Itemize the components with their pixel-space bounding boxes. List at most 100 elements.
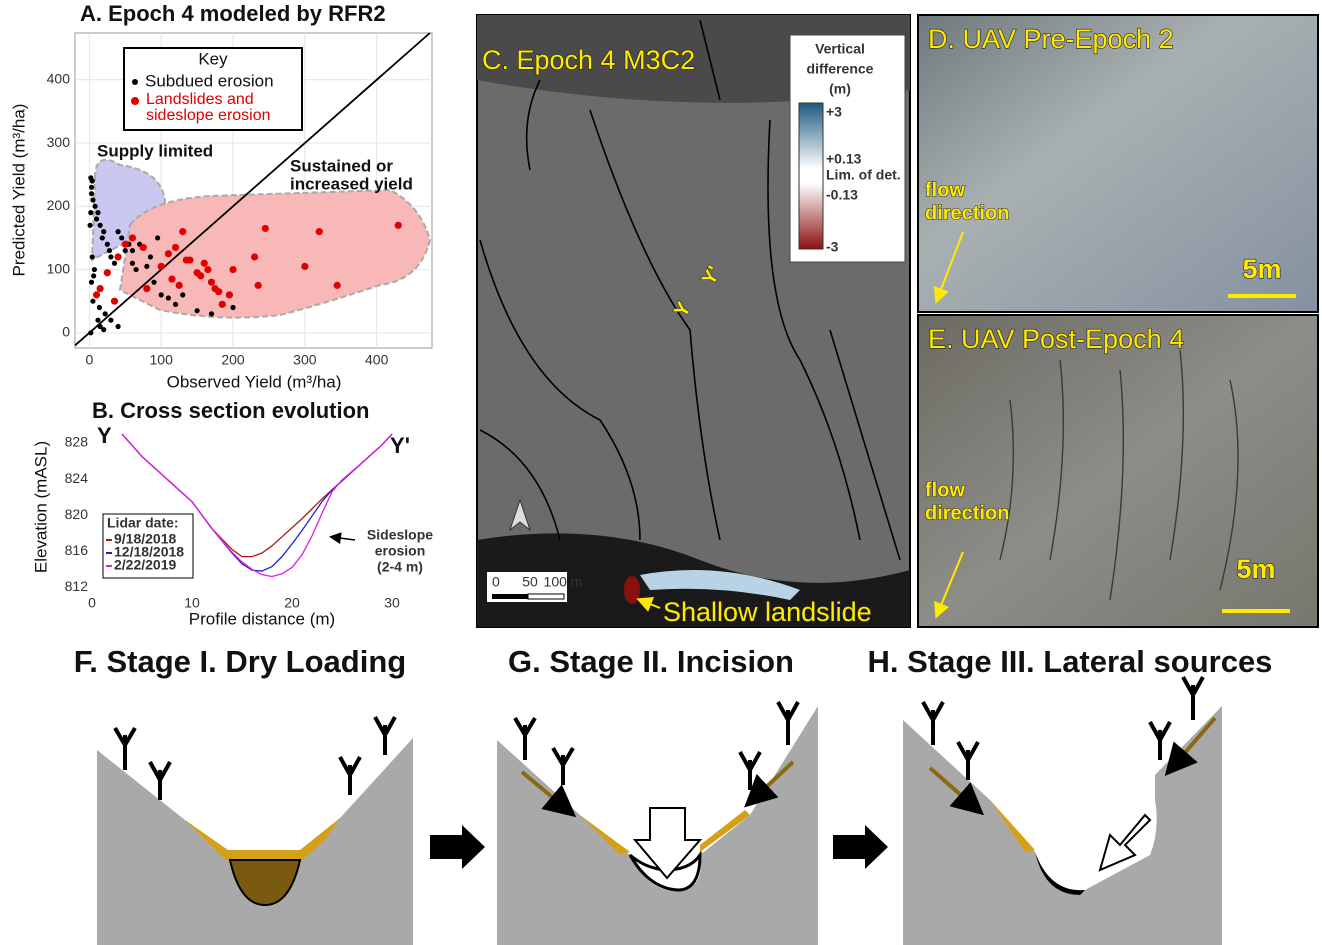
point — [89, 191, 94, 196]
label: erosion — [375, 543, 426, 559]
point — [119, 235, 124, 240]
label: 300 — [293, 352, 317, 368]
label: Y' — [390, 433, 410, 458]
label: direction — [925, 202, 1009, 224]
label: Predicted Yield (m³/ha) — [9, 104, 28, 277]
point — [165, 250, 172, 257]
label: 828 — [65, 434, 89, 450]
point — [97, 285, 104, 292]
scale-bar — [1222, 609, 1290, 613]
point — [130, 261, 135, 266]
label: 0 — [62, 324, 70, 340]
point — [129, 234, 136, 241]
point — [144, 264, 149, 269]
point — [334, 282, 341, 289]
label: +0.13 — [826, 151, 862, 167]
point — [262, 225, 269, 232]
point — [108, 254, 113, 259]
label: 400 — [47, 71, 71, 87]
point — [112, 261, 117, 266]
point — [90, 178, 95, 183]
label: C. Epoch 4 M3C2 — [482, 45, 695, 75]
point — [90, 197, 95, 202]
point — [100, 235, 105, 240]
point — [95, 210, 100, 215]
point — [301, 263, 308, 270]
point — [197, 272, 204, 279]
point — [180, 292, 185, 297]
point — [115, 229, 120, 234]
label: Lidar date: — [107, 515, 179, 531]
stage-h — [903, 677, 1222, 945]
point — [88, 330, 93, 335]
label: D. UAV Pre-Epoch 2 — [928, 24, 1174, 54]
page: {"chart_data":[ {"type":"scatter","title… — [0, 0, 1322, 945]
point — [173, 302, 178, 307]
annotation-arrow — [332, 537, 355, 540]
point — [230, 305, 235, 310]
stage-f — [97, 717, 413, 945]
point — [114, 253, 121, 260]
point — [158, 263, 165, 270]
point — [143, 285, 150, 292]
point — [93, 204, 98, 209]
label: 400 — [365, 352, 389, 368]
label: 50 — [522, 574, 538, 590]
label: increased yield — [290, 174, 413, 193]
label: 100 — [150, 352, 174, 368]
label: (m) — [829, 81, 851, 97]
label: Supply limited — [97, 141, 213, 160]
point — [103, 311, 108, 316]
point — [133, 267, 138, 272]
scale-bar — [1228, 294, 1296, 298]
label: B. Cross section evolution — [92, 398, 370, 423]
point — [251, 253, 258, 260]
label: E. UAV Post-Epoch 4 — [928, 324, 1184, 354]
label: 5m — [1242, 254, 1281, 284]
point — [183, 256, 190, 263]
point — [172, 244, 179, 251]
point — [140, 244, 147, 251]
label: 0 — [88, 595, 96, 611]
label: (2-4 m) — [377, 559, 423, 575]
colorbar — [799, 103, 823, 249]
landslide-mark — [624, 576, 640, 604]
label: 30 — [384, 595, 400, 611]
label: Key — [198, 49, 228, 68]
label: Sustained or — [290, 156, 393, 175]
label: +3 — [826, 104, 842, 120]
figure: 01002003004000100200300400KeySubdued ero… — [0, 0, 1322, 945]
label: 20 — [284, 595, 300, 611]
point — [209, 311, 214, 316]
label: Vertical — [815, 41, 865, 57]
stage-arrow — [430, 825, 485, 869]
point — [89, 185, 94, 190]
label: 10 — [184, 595, 200, 611]
point — [255, 282, 262, 289]
point — [219, 301, 226, 308]
label: Shallow landslide — [663, 597, 872, 627]
label: difference — [807, 61, 874, 77]
point — [105, 242, 110, 247]
legend-marker — [131, 97, 139, 105]
point — [87, 223, 92, 228]
point — [179, 228, 186, 235]
point — [168, 275, 175, 282]
label: direction — [925, 502, 1009, 524]
point — [159, 292, 164, 297]
point — [151, 280, 156, 285]
point — [89, 280, 94, 285]
label: 100 — [47, 260, 71, 276]
point — [148, 254, 153, 259]
point — [211, 285, 218, 292]
point — [101, 327, 106, 332]
stage-g — [497, 702, 818, 945]
point — [208, 279, 215, 286]
point — [226, 291, 233, 298]
point — [123, 248, 128, 253]
label: 5m — [1236, 554, 1275, 584]
scale-bar — [492, 594, 528, 599]
scale-bar — [528, 594, 564, 599]
label: A. Epoch 4 modeled by RFR2 — [80, 1, 386, 26]
point — [166, 295, 171, 300]
